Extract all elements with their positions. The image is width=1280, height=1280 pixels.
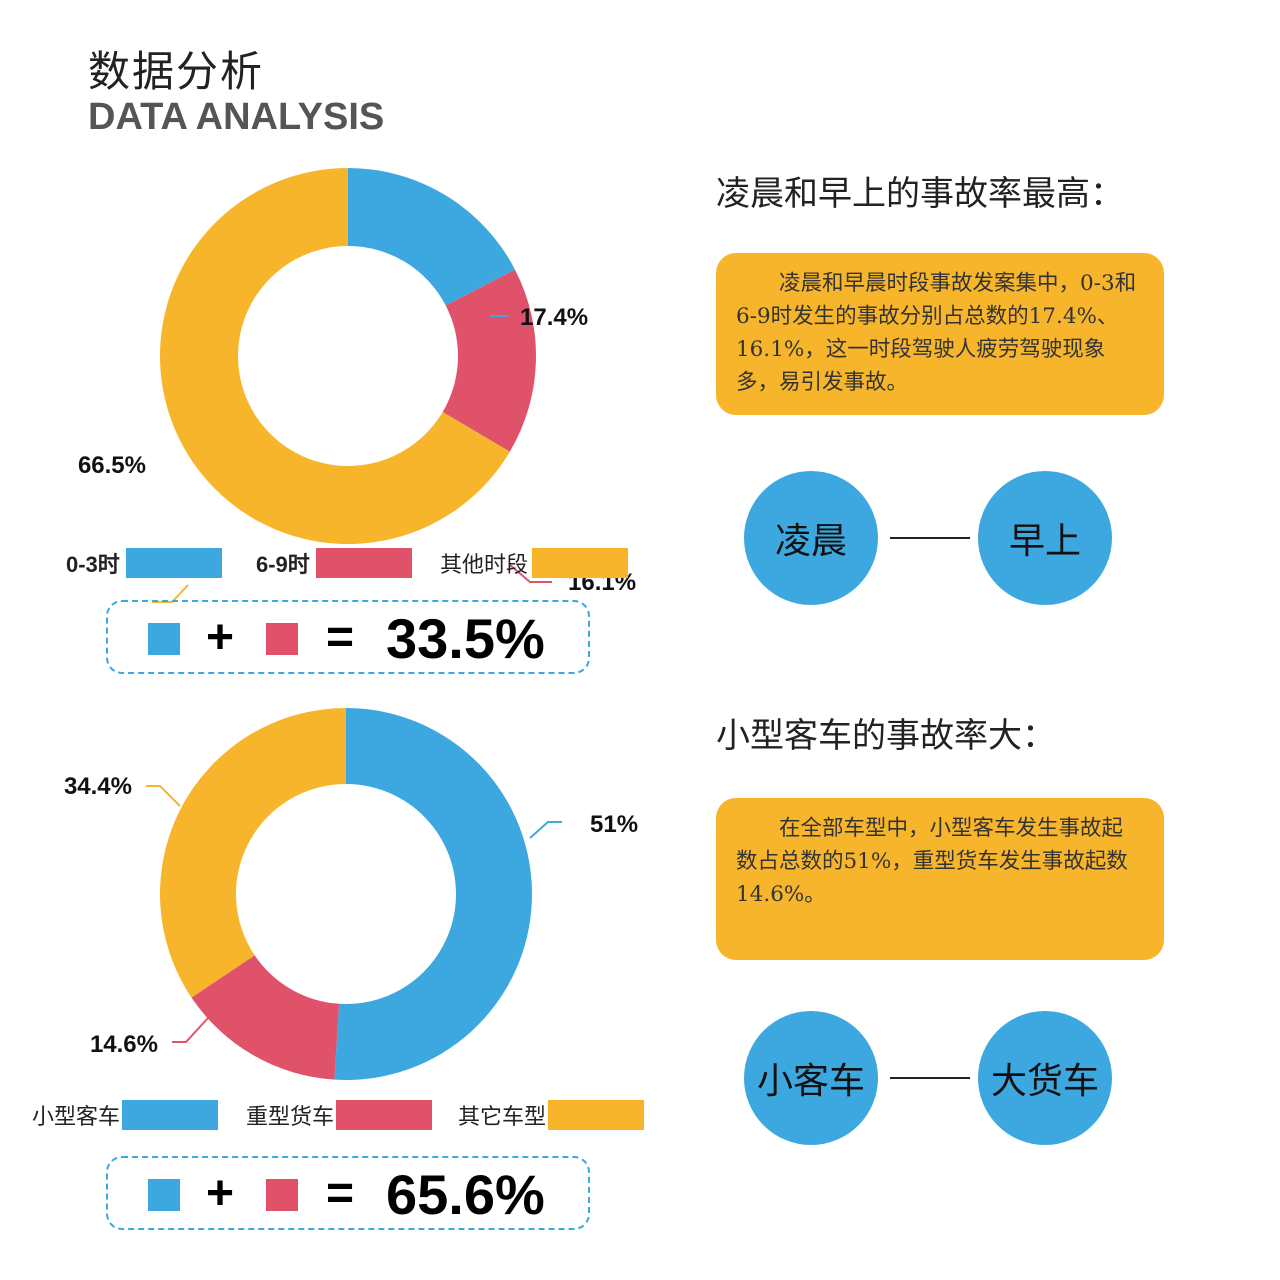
donut-slice xyxy=(348,168,515,306)
red-square xyxy=(266,1179,298,1211)
legend-swatch-blue xyxy=(122,1100,219,1130)
data-label: 51% xyxy=(590,811,638,838)
plus-sign: + xyxy=(206,1167,235,1220)
legend-item-small-bus: 小型客车 xyxy=(32,1099,219,1131)
note-text: 凌晨和早晨时段事故发案集中，0-3和6-9时发生的事故分别占总数的17.4%、1… xyxy=(736,271,1137,395)
donut-slice xyxy=(334,708,533,1080)
equals-sign: = xyxy=(326,611,355,664)
donut-slice xyxy=(191,955,340,1080)
red-square xyxy=(266,623,298,655)
blue-square xyxy=(148,1179,180,1211)
leader-line xyxy=(529,821,562,839)
circle-truck: 大货车 xyxy=(978,1011,1112,1145)
legend-item-other-vehicle: 其它车型 xyxy=(458,1099,645,1131)
sum-box-vehicle: + = 65.6% xyxy=(106,1156,590,1230)
leader-line xyxy=(172,1017,209,1043)
legend-label: 0-3时 xyxy=(66,552,120,577)
vehicle-type-donut-chart: 51% 14.6% 34.4% xyxy=(64,708,638,1080)
plus-sign: + xyxy=(206,611,235,664)
blue-square xyxy=(148,623,180,655)
legend-swatch-blue xyxy=(125,548,222,578)
sum-box-time: + = 33.5% xyxy=(106,600,590,674)
note-vehicle: 在全部车型中，小型客车发生事故起数占总数的51%，重型货车发生事故起数14.6%… xyxy=(716,798,1164,960)
equals-sign: = xyxy=(326,1167,355,1220)
leader-line xyxy=(152,584,189,603)
data-label: 14.6% xyxy=(90,1031,158,1058)
circle-small-bus: 小客车 xyxy=(744,1011,878,1145)
legend-item-6-9: 6-9时 xyxy=(256,547,412,579)
donut-slice xyxy=(442,269,536,452)
legend-item-0-3: 0-3时 xyxy=(66,547,222,579)
circle-early-morning: 凌晨 xyxy=(744,471,878,605)
page-title-en: DATA ANALYSIS xyxy=(88,96,385,138)
section-heading-vehicle: 小型客车的事故率大： xyxy=(716,716,1056,756)
legend-swatch-red xyxy=(336,1100,433,1130)
data-label: 34.4% xyxy=(64,773,132,800)
data-label: 17.4% xyxy=(520,304,588,331)
legend-item-heavy-truck: 重型货车 xyxy=(246,1099,433,1131)
leader-line xyxy=(509,564,552,583)
legend-swatch-yellow xyxy=(548,1100,645,1130)
section-heading-time: 凌晨和早上的事故率最高： xyxy=(716,174,1124,214)
data-label: 66.5% xyxy=(78,452,146,479)
time-period-legend: 0-3时 6-9时 其他时段 xyxy=(66,547,646,579)
legend-swatch-red xyxy=(315,548,412,578)
circle-morning: 早上 xyxy=(978,471,1112,605)
time-period-donut-chart: 17.4%16.1%66.5% xyxy=(78,168,636,603)
legend-item-other: 其他时段 xyxy=(440,547,629,579)
legend-label: 重型货车 xyxy=(246,1105,335,1130)
leader-line xyxy=(146,785,181,807)
sum-total: 65.6% xyxy=(386,1163,545,1226)
donut-slice xyxy=(159,168,510,544)
connector-line xyxy=(890,1077,970,1079)
note-text: 在全部车型中，小型客车发生事故起数占总数的51%，重型货车发生事故起数14.6%… xyxy=(736,816,1128,907)
legend-swatch-yellow xyxy=(532,548,629,578)
legend-label: 其他时段 xyxy=(440,553,529,578)
legend-label: 6-9时 xyxy=(256,552,310,577)
donut-slice xyxy=(160,708,346,998)
page-title-cn: 数据分析 xyxy=(88,47,265,96)
note-time: 凌晨和早晨时段事故发案集中，0-3和6-9时发生的事故分别占总数的17.4%、1… xyxy=(716,253,1164,415)
sum-total: 33.5% xyxy=(386,607,545,670)
vehicle-type-legend: 小型客车 重型货车 其它车型 xyxy=(32,1099,672,1131)
connector-line xyxy=(890,537,970,539)
legend-label: 小型客车 xyxy=(32,1105,121,1130)
legend-label: 其它车型 xyxy=(458,1105,547,1130)
